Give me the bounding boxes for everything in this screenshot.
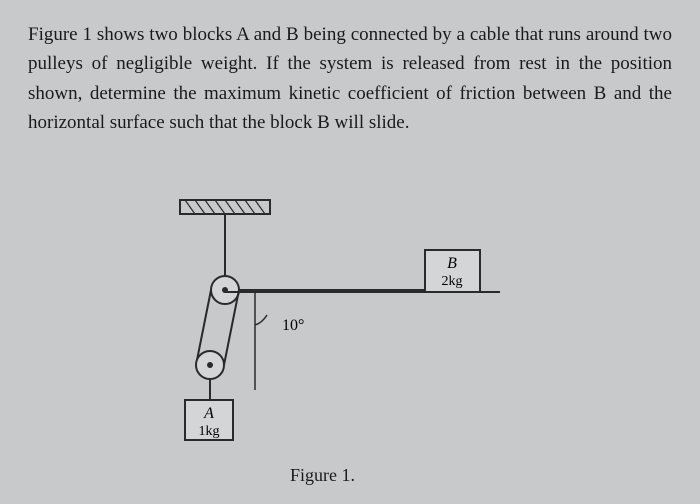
upper-pulley [211, 276, 239, 304]
block-a-mass: 1kg [199, 424, 220, 439]
angle-label: 10° [282, 317, 304, 334]
figure-caption: Figure 1. [290, 465, 355, 486]
problem-statement: Figure 1 shows two blocks A and B being … [28, 20, 672, 138]
block-b: B 2kg [425, 250, 480, 292]
block-a-label: A [203, 405, 214, 422]
block-b-mass: 2kg [442, 274, 463, 289]
figure-diagram: A 1kg 10° B 2kg Figure 1. [160, 190, 560, 490]
block-b-label: B [447, 255, 457, 272]
lower-pulley [196, 351, 224, 379]
angle-arc [255, 315, 267, 325]
block-a: A 1kg [185, 400, 233, 440]
ceiling-mount [180, 200, 270, 214]
